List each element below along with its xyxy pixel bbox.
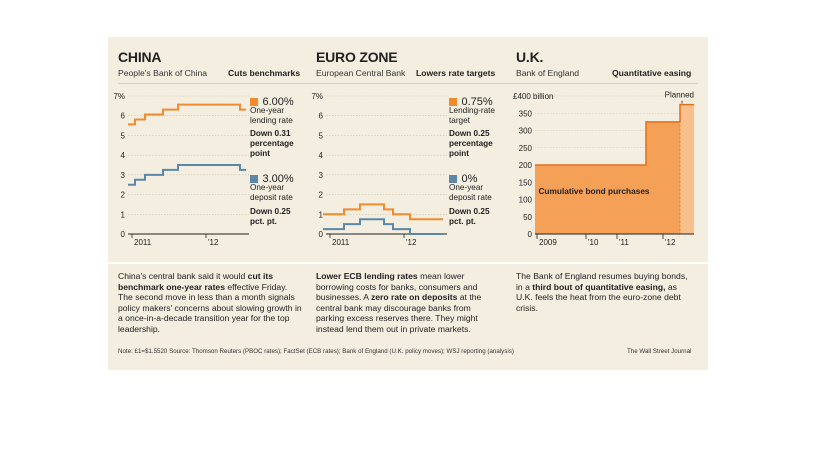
euro-title: EURO ZONE [316, 49, 398, 65]
y-tick-label: 1 [319, 210, 324, 219]
y-tick-label: 0 [528, 230, 533, 239]
china-text-bold: cut its benchmark one-year rates [118, 271, 273, 292]
euro-legend-lending: 0.75% [449, 92, 493, 110]
china-lending-value: 6.00% [262, 96, 294, 108]
x-tick-label: 2009 [539, 238, 557, 247]
uk-paragraph: The Bank of England resumes buying bonds… [516, 271, 696, 313]
x-tick-label: '12 [665, 238, 676, 247]
y-tick-label: 4 [319, 151, 324, 160]
orange-swatch-icon [250, 98, 258, 106]
euro-chart: 0 1 2 3 4 5 6 7% 2011 '12 [311, 92, 447, 247]
y-tick-label: 0 [319, 230, 324, 239]
y-tick-label: 3 [319, 171, 324, 180]
euro-deposit-value: 0% [461, 173, 478, 185]
series-line-1 [128, 164, 246, 186]
y-tick-label: 5 [319, 131, 324, 140]
x-tick-label: '12 [406, 238, 417, 247]
x-tick-label: '11 [619, 238, 629, 247]
euro-text-2: at the central bank may discourage banks… [316, 292, 482, 334]
y-tick-label: 6 [121, 112, 126, 121]
y-tick-label: 100 [519, 196, 533, 205]
china-lending-label: One-year lending rate [250, 106, 293, 125]
x-tick-label: 2011 [134, 238, 152, 247]
x-tick-label: 2011 [332, 238, 350, 247]
footer-credit: The Wall Street Journal [627, 348, 692, 355]
y-tick-label: 300 [519, 127, 533, 136]
orange-swatch-icon [449, 98, 457, 106]
area-step-1 [535, 165, 646, 234]
euro-lending-value: 0.75% [461, 96, 493, 108]
uk-text-2: as U.K. feels the heat from the euro-zon… [516, 281, 681, 313]
euro-source: European Central Bank [316, 68, 406, 78]
area-outline [535, 103, 694, 166]
header-rule [118, 83, 698, 84]
y-tick-label: 7% [113, 92, 125, 101]
china-deposit-label: One-year deposit rate [250, 183, 293, 202]
china-text-2: effective Friday. The second move in les… [118, 281, 302, 334]
series-line-0 [323, 203, 443, 221]
euro-legend-deposit: 0% [449, 169, 477, 187]
area-step-planned [680, 104, 694, 234]
y-tick-label: 6 [319, 112, 324, 121]
china-legend-deposit: 3.00% [250, 169, 294, 187]
china-paragraph: China's central bank said it would cut i… [118, 271, 303, 335]
series-line-1 [323, 218, 443, 235]
euro-text-bold-2: zero rate on deposits [370, 292, 458, 303]
y-tick-label: 2 [121, 191, 126, 200]
china-chart: 0 1 2 3 4 5 6 7% 2011 '12 [113, 92, 249, 247]
blue-swatch-icon [449, 175, 457, 183]
euro-paragraph: Lower ECB lending rates mean lower borro… [316, 271, 496, 335]
y-tick-label: 7% [311, 92, 323, 101]
uk-source: Bank of England [516, 68, 580, 78]
china-source: People's Bank of China [118, 68, 208, 78]
y-tick-label: 50 [523, 213, 532, 222]
euro-headline: Lowers rate targets [416, 68, 496, 78]
footer-note: Note: £1=$1.5520 Source: Thomson Reuters… [118, 348, 514, 355]
china-deposit-change: Down 0.25 pct. pt. [250, 207, 291, 226]
blue-swatch-icon [250, 175, 258, 183]
china-title: CHINA [118, 49, 162, 65]
planned-label: Planned [665, 91, 694, 100]
euro-lending-label: Lending-rate target [449, 106, 495, 125]
uk-headline: Quantitative easing [612, 68, 692, 78]
series-line-0 [128, 103, 246, 126]
section-divider [108, 262, 708, 264]
euro-lending-change: Down 0.25 percentage point [449, 129, 493, 158]
y-tick-label: 4 [121, 151, 126, 160]
y-tick-label: 0 [121, 230, 126, 239]
x-tick-label: '12 [208, 238, 219, 247]
uk-text-1: The Bank of England resumes buying bonds… [516, 271, 688, 292]
y-tick-label: 2 [319, 191, 324, 200]
area-label: Cumulative bond purchases [538, 186, 649, 196]
euro-deposit-label: One-year deposit rate [449, 183, 492, 202]
china-deposit-value: 3.00% [262, 173, 294, 185]
china-headline: Cuts benchmarks [228, 68, 301, 78]
y-tick-label: 200 [519, 161, 533, 170]
euro-deposit-change: Down 0.25 pct. pt. [449, 207, 490, 226]
area-step-2 [646, 121, 680, 234]
china-lending-change: Down 0.31 percentage point [250, 129, 294, 158]
y-tick-label: 5 [121, 131, 126, 140]
uk-title: U.K. [516, 49, 544, 65]
y-tick-label: 250 [519, 144, 533, 153]
y-tick-label: 350 [519, 109, 533, 118]
uk-chart: 0 50 100 150 200 250 300 350 £400 billion Planned… [513, 91, 694, 247]
euro-text-1: mean lower borrowing costs for banks, co… [316, 271, 478, 303]
x-tick-label: '10 [588, 238, 599, 247]
uk-text-bold: third bout of quantitative easing, [532, 281, 666, 292]
y-tick-label: 3 [121, 171, 126, 180]
euro-text-bold-1: Lower ECB lending rates [316, 271, 418, 281]
y-tick-label: 150 [519, 178, 533, 187]
china-legend-lending: 6.00% [250, 92, 294, 110]
china-text-1: China's central bank said it would [118, 271, 248, 281]
y-tick-label: 1 [121, 210, 126, 219]
y-tick-label: £400 billion [513, 92, 553, 101]
